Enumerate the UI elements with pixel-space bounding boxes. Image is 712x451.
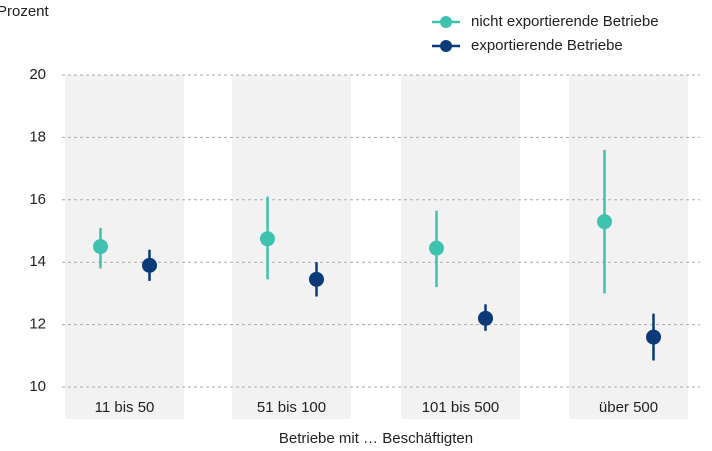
legend-marker <box>440 16 452 28</box>
point <box>309 271 324 287</box>
x-tick-label: 51 bis 100 <box>257 399 326 416</box>
point <box>93 239 108 255</box>
x-tick-label: 11 bis 50 <box>95 399 155 416</box>
category-band <box>232 75 351 419</box>
y-tick-label: 10 <box>29 378 46 395</box>
point <box>429 240 444 256</box>
category-band <box>569 75 688 419</box>
legend-marker <box>440 40 452 52</box>
x-axis-label: Betriebe mit … Beschäftigten <box>279 430 473 447</box>
point <box>646 329 661 345</box>
y-tick-label: 14 <box>29 253 46 270</box>
legend-label: nicht exportierende Betriebe <box>471 13 659 30</box>
category-band <box>401 75 520 419</box>
y-tick-label: 16 <box>29 191 46 208</box>
legend-label: exportierende Betriebe <box>471 37 623 54</box>
point <box>142 257 157 273</box>
y-tick-label: 12 <box>29 316 46 333</box>
y-axis-label: Prozent <box>0 3 50 20</box>
point <box>597 214 612 230</box>
x-tick-label: über 500 <box>599 399 658 416</box>
point <box>478 310 493 326</box>
x-tick-label: 101 bis 500 <box>422 399 500 416</box>
y-tick-label: 18 <box>29 128 46 145</box>
point <box>260 231 275 247</box>
y-tick-label: 20 <box>29 66 46 83</box>
category-band <box>65 75 184 419</box>
